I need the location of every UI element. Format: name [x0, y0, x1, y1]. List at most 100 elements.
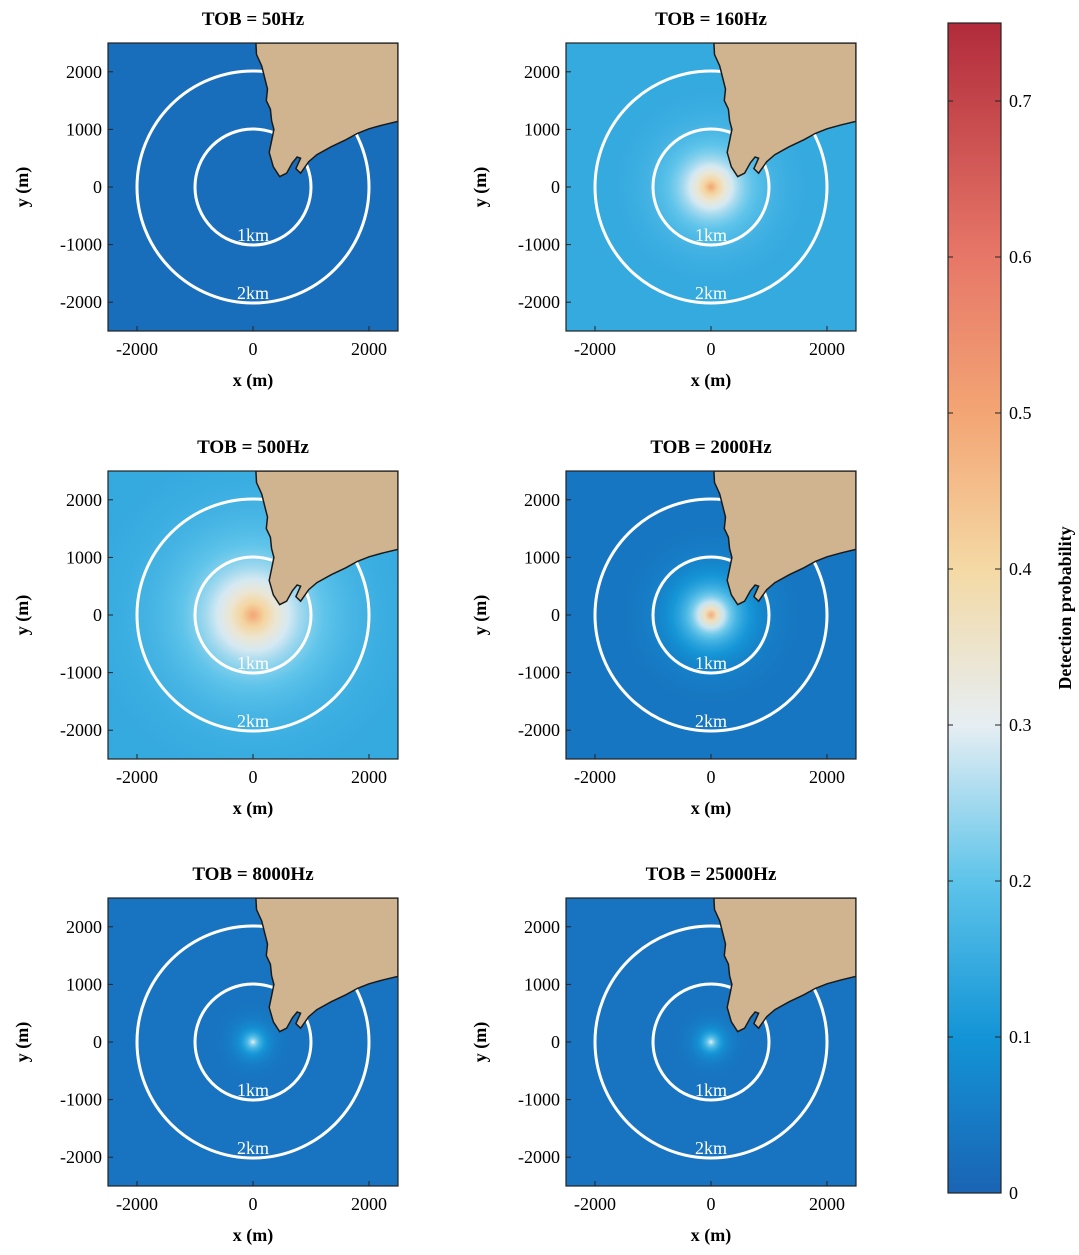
x-tick-label: -2000: [116, 767, 158, 787]
x-tick-label: 2000: [809, 767, 845, 787]
y-tick-label: 2000: [524, 490, 560, 510]
panel-title: TOB = 500Hz: [197, 437, 309, 458]
range-ring-2: [135, 924, 371, 1160]
colorbar-label: Detection probability: [1055, 526, 1075, 689]
range-ring-1: [651, 982, 771, 1102]
y-tick-label: -1000: [60, 235, 102, 255]
x-tick-label: 0: [707, 339, 716, 359]
land-mass: [713, 471, 856, 606]
x-tick-label: 2000: [351, 767, 387, 787]
range-ring-2: [593, 497, 829, 733]
y-tick-label: 0: [93, 1032, 102, 1052]
colorbar-gradient: [947, 22, 1002, 1194]
y-axis-label: y (m): [12, 595, 33, 635]
y-tick-label: 1000: [524, 547, 560, 567]
x-tick-label: 0: [249, 339, 258, 359]
range-ring-label: 1km: [695, 225, 727, 245]
panel-1: 1km 2km TOB = 50Hz -2000 0 2000 2000 1000 0 -1000…: [12, 9, 399, 391]
range-ring-2: [593, 69, 829, 305]
x-tick-label: -2000: [574, 1194, 616, 1214]
y-tick-label: 1000: [524, 119, 560, 139]
range-ring-label: 2km: [695, 711, 727, 731]
x-tick-label: 2000: [351, 1194, 387, 1214]
x-axis-label: x (m): [233, 370, 273, 391]
colorbar-tick-label: 0.3: [1009, 715, 1032, 735]
panel-3: 1km 2km TOB = 500Hz -2000 0 2000 2000 1000 0 -100…: [12, 437, 399, 819]
colorbar-tick-label: 0.1: [1009, 1027, 1032, 1047]
range-ring-label: 1km: [695, 653, 727, 673]
x-tick-label: -2000: [116, 339, 158, 359]
x-tick-label: -2000: [116, 1194, 158, 1214]
range-ring-2: [593, 924, 829, 1160]
y-axis-label: y (m): [470, 1022, 491, 1062]
range-ring-label: 1km: [237, 1080, 269, 1100]
x-axis-label: x (m): [691, 798, 731, 819]
x-tick-label: 2000: [351, 339, 387, 359]
x-tick-label: 0: [249, 1194, 258, 1214]
y-tick-label: 1000: [66, 119, 102, 139]
x-axis-label: x (m): [691, 1225, 731, 1246]
y-tick-label: -2000: [60, 1147, 102, 1167]
colorbar-tick-label: 0.2: [1009, 871, 1032, 891]
colorbar-tick-label: 0.7: [1009, 91, 1032, 111]
colorbar: 0 0.1 0.2 0.3 0.4 0.5 0.6 0.7 Detection probabil…: [947, 22, 1075, 1203]
colorbar-tick-label: 0.6: [1009, 247, 1032, 267]
y-tick-label: -2000: [60, 720, 102, 740]
colorbar-tick-label: 0.5: [1009, 403, 1032, 423]
y-tick-label: 2000: [524, 917, 560, 937]
range-ring-1: [193, 982, 313, 1102]
y-axis-label: y (m): [12, 1022, 33, 1062]
y-axis-label: y (m): [470, 167, 491, 207]
y-tick-label: 2000: [524, 62, 560, 82]
panel-title: TOB = 50Hz: [202, 9, 305, 30]
range-ring-2: [135, 69, 371, 305]
y-tick-label: 0: [551, 605, 560, 625]
y-tick-label: -1000: [518, 235, 560, 255]
y-tick-label: -2000: [518, 720, 560, 740]
panel-2: 1km 2km TOB = 160Hz -2000 0 2000 2000 1000 0 -100…: [470, 9, 857, 391]
range-ring-1: [193, 555, 313, 675]
y-tick-label: -1000: [60, 1090, 102, 1110]
land-mass: [713, 43, 856, 178]
range-ring-1: [193, 127, 313, 247]
range-ring-label: 2km: [237, 1138, 269, 1158]
panel-6: 1km 2km TOB = 25000Hz -2000 0 2000 2000 1000 0 -1…: [470, 864, 857, 1246]
x-tick-label: -2000: [574, 767, 616, 787]
panel-title: TOB = 25000Hz: [646, 864, 777, 885]
y-tick-label: 1000: [66, 974, 102, 994]
y-tick-label: -2000: [518, 292, 560, 312]
y-tick-label: 0: [551, 177, 560, 197]
land-mass: [255, 471, 398, 606]
y-axis-label: y (m): [12, 167, 33, 207]
colorbar-tick-label: 0: [1009, 1183, 1018, 1203]
land-mass: [713, 898, 856, 1033]
y-axis-label: y (m): [470, 595, 491, 635]
panel-title: TOB = 2000Hz: [650, 437, 772, 458]
range-ring-label: 1km: [695, 1080, 727, 1100]
panel-title: TOB = 8000Hz: [192, 864, 314, 885]
range-ring-label: 2km: [695, 283, 727, 303]
x-tick-label: 0: [249, 767, 258, 787]
x-tick-label: 2000: [809, 339, 845, 359]
y-tick-label: 1000: [524, 974, 560, 994]
y-tick-label: -2000: [518, 1147, 560, 1167]
y-tick-label: 2000: [66, 62, 102, 82]
y-tick-label: -1000: [518, 1090, 560, 1110]
panel-title: TOB = 160Hz: [655, 9, 767, 30]
range-ring-2: [135, 497, 371, 733]
y-tick-label: 2000: [66, 917, 102, 937]
y-tick-label: 2000: [66, 490, 102, 510]
y-tick-label: -1000: [60, 663, 102, 683]
x-axis-label: x (m): [691, 370, 731, 391]
y-tick-label: -2000: [60, 292, 102, 312]
range-ring-label: 2km: [237, 283, 269, 303]
land-mass: [255, 43, 398, 178]
y-tick-label: 0: [93, 605, 102, 625]
x-tick-label: -2000: [574, 339, 616, 359]
y-tick-label: 0: [93, 177, 102, 197]
land-mass: [255, 898, 398, 1033]
y-tick-label: 0: [551, 1032, 560, 1052]
range-ring-1: [651, 127, 771, 247]
y-tick-label: -1000: [518, 663, 560, 683]
